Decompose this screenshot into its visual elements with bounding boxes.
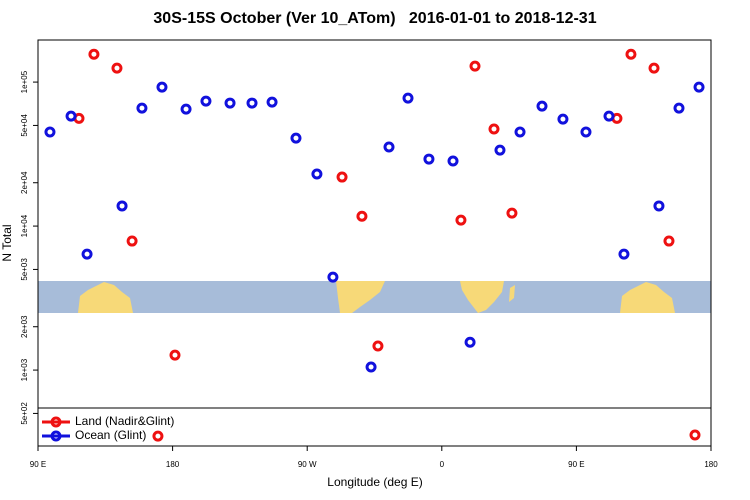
point — [455, 214, 467, 226]
point — [81, 248, 93, 260]
point — [536, 100, 548, 112]
point — [88, 48, 100, 60]
legend-label: Ocean (Glint) — [75, 428, 146, 442]
legend: Land (Nadir&Glint) Ocean (Glint) — [42, 414, 174, 442]
chart-title: 30S-15S October (Ver 10_ATom) 2016-01-01… — [153, 10, 596, 27]
x-tick-label: 90 W — [298, 460, 317, 469]
point — [111, 62, 123, 74]
point — [246, 97, 258, 109]
legend-marker — [50, 416, 62, 428]
legend-marker — [50, 430, 62, 442]
point — [618, 248, 630, 260]
plot-frame — [37, 39, 712, 447]
point — [423, 153, 435, 165]
x-tick-label: 180 — [166, 460, 180, 469]
point — [356, 210, 368, 222]
y-tick-label: 5e+02 — [20, 402, 29, 425]
x-axis-label: Longitude (deg E) — [327, 475, 422, 489]
point — [383, 141, 395, 153]
point — [327, 271, 339, 283]
point — [336, 171, 348, 183]
x-tick-label: 90 E — [30, 460, 46, 469]
point — [136, 102, 148, 114]
point — [663, 235, 675, 247]
point — [266, 96, 278, 108]
point — [372, 340, 384, 352]
point — [156, 81, 168, 93]
point — [290, 132, 302, 144]
y-tick-label: 1e+03 — [20, 358, 29, 381]
y-tick-label: 1e+05 — [20, 70, 29, 93]
point — [464, 336, 476, 348]
point — [693, 81, 705, 93]
point — [580, 126, 592, 138]
point — [447, 155, 459, 167]
x-tick-label: 0 — [440, 460, 445, 469]
x-tick-label: 180 — [704, 460, 718, 469]
y-tick-label: 1e+04 — [20, 214, 29, 237]
point — [648, 62, 660, 74]
y-tick-label: 5e+04 — [20, 114, 29, 137]
point — [603, 110, 615, 122]
point — [469, 60, 481, 72]
point — [169, 349, 181, 361]
legend-label: Land (Nadir&Glint) — [75, 414, 174, 428]
x-tick-label: 90 E — [568, 460, 584, 469]
point — [689, 429, 701, 441]
point — [625, 48, 637, 60]
point — [65, 110, 77, 122]
point — [116, 200, 128, 212]
point — [224, 97, 236, 109]
point — [402, 92, 414, 104]
y-tick-label: 2e+03 — [20, 315, 29, 338]
y-tick-label: 5e+03 — [20, 258, 29, 281]
map-strip — [38, 281, 711, 313]
point — [126, 235, 138, 247]
point — [506, 207, 518, 219]
point — [44, 126, 56, 138]
y-axis-label: N Total — [0, 224, 14, 261]
point — [557, 113, 569, 125]
point — [311, 168, 323, 180]
point — [488, 123, 500, 135]
point — [365, 361, 377, 373]
point — [653, 200, 665, 212]
point — [494, 144, 506, 156]
point — [673, 102, 685, 114]
point — [152, 430, 164, 442]
y-tick-label: 2e+04 — [20, 171, 29, 194]
point — [180, 103, 192, 115]
point — [514, 126, 526, 138]
point — [200, 95, 212, 107]
